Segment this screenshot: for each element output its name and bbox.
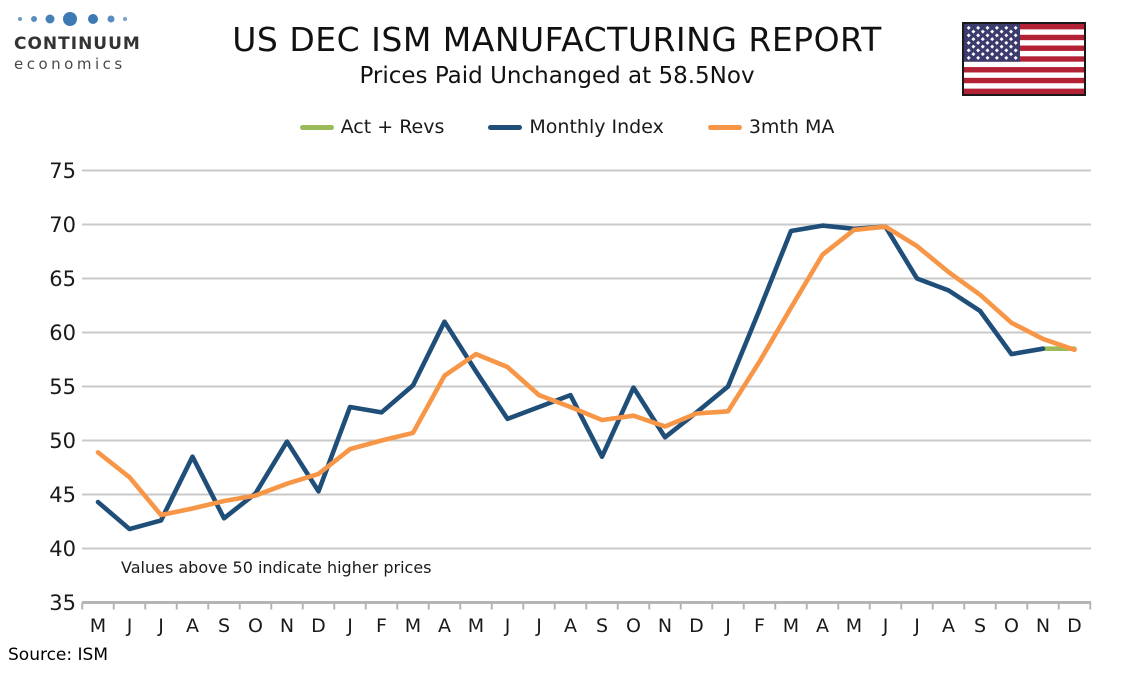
x-tick-label: J [913,615,920,637]
flag-star [985,55,990,60]
y-axis-label: 55 [49,375,76,399]
y-axis-label: 60 [49,321,76,345]
y-axis-label: 70 [49,213,76,237]
x-tick-label: F [754,615,765,637]
page-subtitle: Prices Paid Unchanged at 58.5Nov [359,63,755,89]
x-tick-label: S [218,615,230,637]
flag-stripe [964,24,1084,30]
us-flag-icon [962,22,1086,96]
legend-item-3mth-ma: 3mth MA [707,116,835,138]
chart-legend: Act + Revs Monthly Index 3mth MA [0,116,1134,138]
flag-stripe [964,67,1084,73]
x-tick-label: D [689,615,704,637]
x-tick-label: A [942,615,955,637]
flag-star [985,25,990,30]
x-tick-label: J [126,615,133,637]
y-axis-label: 45 [49,483,76,507]
legend-label-monthly-index: Monthly Index [529,116,664,138]
legend-swatch-3mth-ma [707,124,742,130]
flag-star [985,48,990,53]
x-tick-label: O [626,615,641,637]
x-tick-label: A [438,615,451,637]
flag-star [985,33,990,38]
flag-stripe [964,88,1084,94]
logo-dot [18,17,22,21]
x-tick-label: J [504,615,511,637]
flag-star [1009,37,1013,42]
flag-stripe [964,45,1084,51]
x-tick-label: J [882,615,889,637]
flag-star [985,40,990,45]
y-axis-label: 65 [49,267,76,291]
legend-swatch-act-revs [299,124,334,130]
x-tick-label: M [783,615,799,637]
x-tick-label: J [157,615,164,637]
x-tick-label: D [1067,615,1082,637]
x-tick-label: J [346,615,353,637]
logo-dot [45,14,55,24]
x-tick-label: N [658,615,672,637]
x-tick-label: M [90,615,106,637]
legend-label-act-revs: Act + Revs [340,116,445,138]
legend-swatch-monthly-index [488,124,523,130]
logo-dot [63,12,77,26]
x-tick-label: A [564,615,577,637]
x-tick-label: O [1004,615,1019,637]
logo-dot [31,16,37,22]
series-line-monthly-index [95,223,1046,532]
y-axis-label: 75 [49,159,76,183]
header: US DEC ISM MANUFACTURING REPORT Prices P… [140,20,974,89]
flag-stripe [964,34,1084,41]
x-tick-label: A [816,615,829,637]
y-axis-label: 50 [49,429,76,453]
continuum-logo: CONTINUUM economics [14,10,204,73]
legend-item-monthly-index: Monthly Index [488,116,664,138]
logo-subtext: economics [14,55,126,73]
x-tick-label: S [596,615,608,637]
legend-item-act-revs: Act + Revs [299,116,445,138]
flag-stripe [964,56,1084,62]
logo-dot [107,15,115,23]
x-tick-label: M [846,615,862,637]
logo-dots-icon [18,12,127,26]
x-tick-label: J [535,615,542,637]
x-tick-label: M [405,615,421,637]
logo-wordmark: CONTINUUM [14,34,141,54]
logo-dot [123,17,127,21]
flag-stripe [964,77,1084,84]
series-line-3mth-ma [95,224,1077,518]
x-tick-label: M [468,615,484,637]
flag-star [1009,29,1013,34]
x-tick-label: A [186,615,199,637]
flag-star [1009,52,1013,57]
legend-label-3mth-ma: 3mth MA [748,116,835,138]
x-tick-label: S [974,615,986,637]
x-tick-label: D [311,615,326,637]
x-tick-label: F [376,615,387,637]
flag-star [1009,44,1013,49]
x-tick-label: N [280,615,294,637]
x-tick-label: N [1036,615,1050,637]
x-tick-label: O [248,615,263,637]
y-axis-label: 40 [49,537,76,561]
x-tick-label: J [724,615,731,637]
page-title: US DEC ISM MANUFACTURING REPORT [232,20,882,59]
source-note: Source: ISM [8,645,108,665]
logo-dot [88,14,98,24]
y-axis-label: 35 [49,591,76,615]
chart-annotation: Values above 50 indicate higher prices [121,558,432,577]
